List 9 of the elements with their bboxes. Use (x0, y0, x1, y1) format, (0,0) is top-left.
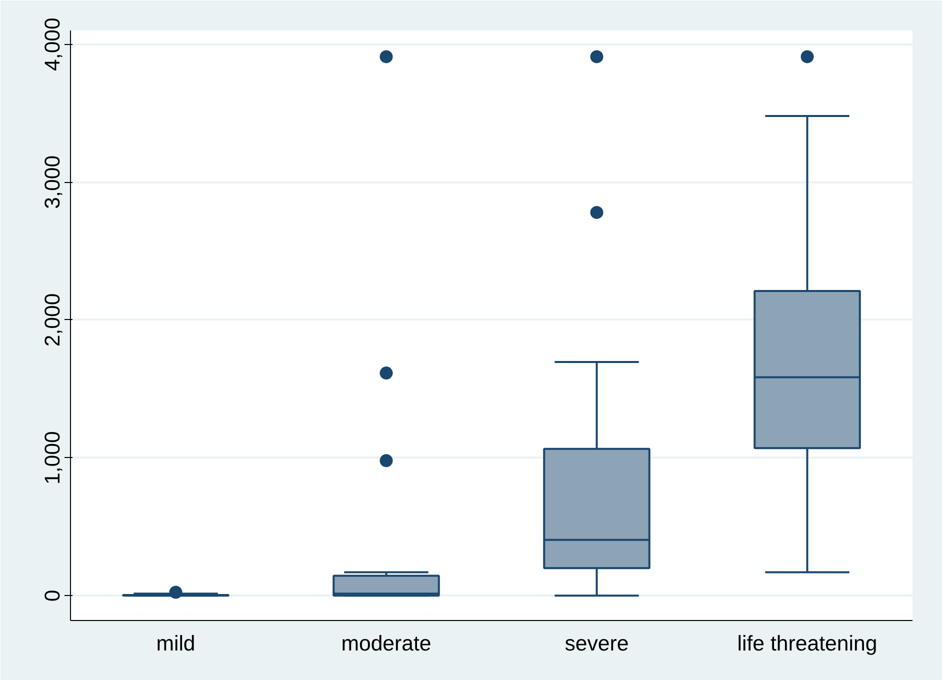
x-tick-label: life threatening (737, 632, 878, 656)
x-tick-label: moderate (341, 632, 432, 656)
x-tick-label: severe (564, 632, 629, 656)
y-tick-label: 2,000 (40, 293, 64, 347)
y-tick-label: 3,000 (40, 155, 64, 209)
y-tick-label: 4,000 (40, 17, 64, 71)
x-tick-label: mild (156, 632, 196, 656)
y-tick-label: 0 (40, 590, 64, 602)
y-tick-label: 1,000 (40, 431, 64, 485)
